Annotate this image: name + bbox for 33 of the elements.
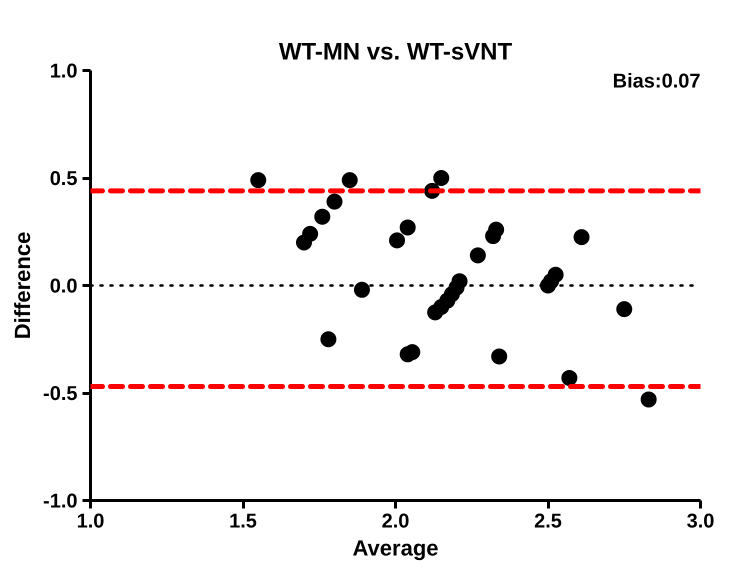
x-tick-label: 2.5: [534, 510, 562, 532]
y-axis-title: Difference: [10, 232, 36, 340]
point: [302, 226, 318, 242]
point: [250, 172, 266, 188]
y-tick-label: -0.5: [43, 383, 78, 405]
point: [326, 194, 342, 210]
x-tick-label: 2.0: [382, 510, 410, 532]
y-tick-label: 1.0: [50, 60, 78, 82]
x-tick-label: 1.5: [229, 510, 257, 532]
y-tick-label: 0.0: [50, 276, 78, 298]
y-tick-label: -1.0: [43, 490, 78, 512]
point: [574, 229, 590, 246]
annotation: Bias:0.07: [612, 70, 701, 92]
chart-title: WT-MN vs. WT-sVNT: [278, 38, 513, 66]
point: [452, 273, 468, 290]
y-tick-label: 0.5: [50, 168, 78, 190]
x-tick-label: 1.0: [76, 510, 104, 532]
point: [389, 232, 406, 248]
point: [320, 331, 336, 348]
point: [561, 370, 578, 386]
point: [433, 170, 450, 186]
x-axis-title: Average: [352, 536, 439, 560]
point: [616, 301, 632, 318]
point: [354, 282, 370, 298]
point: [400, 219, 416, 236]
point: [491, 348, 508, 364]
point: [488, 222, 504, 238]
point: [548, 266, 564, 283]
point: [640, 391, 657, 408]
x-tick-label: 3.0: [686, 510, 714, 532]
point: [314, 208, 330, 225]
point: [342, 172, 358, 188]
point: [470, 247, 486, 264]
